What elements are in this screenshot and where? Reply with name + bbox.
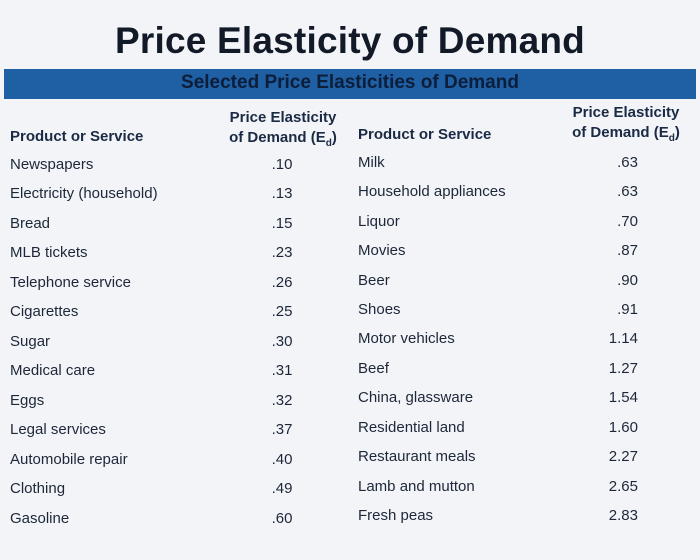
right-product-header: Product or Service: [358, 126, 492, 143]
left-row-product: MLB tickets: [10, 244, 88, 261]
left-row-product: Eggs: [10, 392, 45, 409]
right-row-product: Shoes: [358, 301, 401, 318]
right-row-product: Residential land: [358, 419, 465, 436]
left-elasticity-header-sub: d: [325, 138, 332, 149]
right-row-product: Household appliances: [358, 183, 506, 200]
right-row-value: 1.54: [608, 389, 638, 406]
right-elasticity-header-close: ): [674, 124, 680, 141]
left-row-product: Clothing: [10, 480, 66, 497]
right-row-product: Restaurant meals: [358, 448, 476, 465]
left-row-product: Newspapers: [10, 156, 94, 173]
right-row-value: 2.65: [608, 478, 638, 495]
left-elasticity-header-line2: of Demand (Ed): [218, 128, 348, 154]
right-row-product: Movies: [358, 242, 406, 259]
right-row-product: Liquor: [358, 213, 400, 230]
right-row-value: .90: [617, 272, 638, 289]
right-row-value: .87: [617, 242, 638, 259]
subtitle-banner: [4, 69, 696, 99]
right-row-product: Milk: [358, 154, 385, 171]
right-row-product: China, glassware: [358, 389, 474, 406]
left-row-product: Legal services: [10, 421, 106, 438]
left-row-value: .60: [271, 510, 293, 527]
left-row-value: .49: [271, 480, 293, 497]
right-row-value: 1.27: [608, 360, 638, 377]
right-row-product: Beef: [358, 360, 389, 377]
right-row-value: 2.27: [608, 448, 638, 465]
left-product-header: Product or Service: [10, 128, 144, 145]
left-row-product: Sugar: [10, 333, 51, 350]
left-row-value: .25: [271, 303, 293, 320]
left-row-value: .31: [271, 362, 293, 379]
right-row-value: .70: [617, 213, 638, 230]
right-row-product: Lamb and mutton: [358, 478, 475, 495]
left-elasticity-header-close: ): [331, 129, 337, 146]
right-elasticity-header-text: of Demand (E: [572, 124, 669, 141]
left-row-value: .32: [271, 392, 293, 409]
right-row-product: Motor vehicles: [358, 330, 455, 347]
left-row-value: .10: [271, 156, 293, 173]
right-row-value: .91: [617, 301, 638, 318]
right-row-product: Beer: [358, 272, 390, 289]
left-row-value: .37: [271, 421, 293, 438]
left-row-value: .15: [271, 215, 293, 232]
right-row-value: 1.60: [608, 419, 638, 436]
table-subtitle: Selected Price Elasticities of Demand: [181, 72, 519, 93]
page-title: Price Elasticity of Demand: [115, 20, 585, 61]
left-elasticity-header: Price Elasticity of Demand (Ed): [218, 108, 348, 154]
left-row-product: Cigarettes: [10, 303, 79, 320]
left-row-value: .40: [271, 451, 293, 468]
right-elasticity-header-sub: d: [668, 133, 675, 144]
right-row-product: Fresh peas: [358, 507, 434, 524]
left-row-value: .13: [271, 185, 293, 202]
left-elasticity-header-line1: Price Elasticity: [229, 109, 337, 126]
left-row-product: Bread: [10, 215, 51, 232]
left-row-product: Medical care: [10, 362, 96, 379]
left-elasticity-header-text: of Demand (E: [229, 129, 326, 146]
right-row-value: 1.14: [608, 330, 638, 347]
left-row-value: .26: [271, 274, 293, 291]
right-row-value: .63: [617, 183, 638, 200]
left-row-product: Telephone service: [10, 274, 131, 291]
right-row-value: .63: [617, 154, 638, 171]
right-elasticity-header-line2: of Demand (Ed): [560, 123, 692, 149]
left-row-product: Gasoline: [10, 510, 70, 527]
left-row-product: Electricity (household): [10, 185, 158, 202]
right-elasticity-header-line1: Price Elasticity: [572, 104, 680, 121]
right-elasticity-header: Price Elasticity of Demand (Ed): [560, 103, 692, 149]
right-row-value: 2.83: [608, 507, 638, 524]
left-row-value: .23: [271, 244, 293, 261]
left-row-value: .30: [271, 333, 293, 350]
left-row-product: Automobile repair: [10, 451, 128, 468]
